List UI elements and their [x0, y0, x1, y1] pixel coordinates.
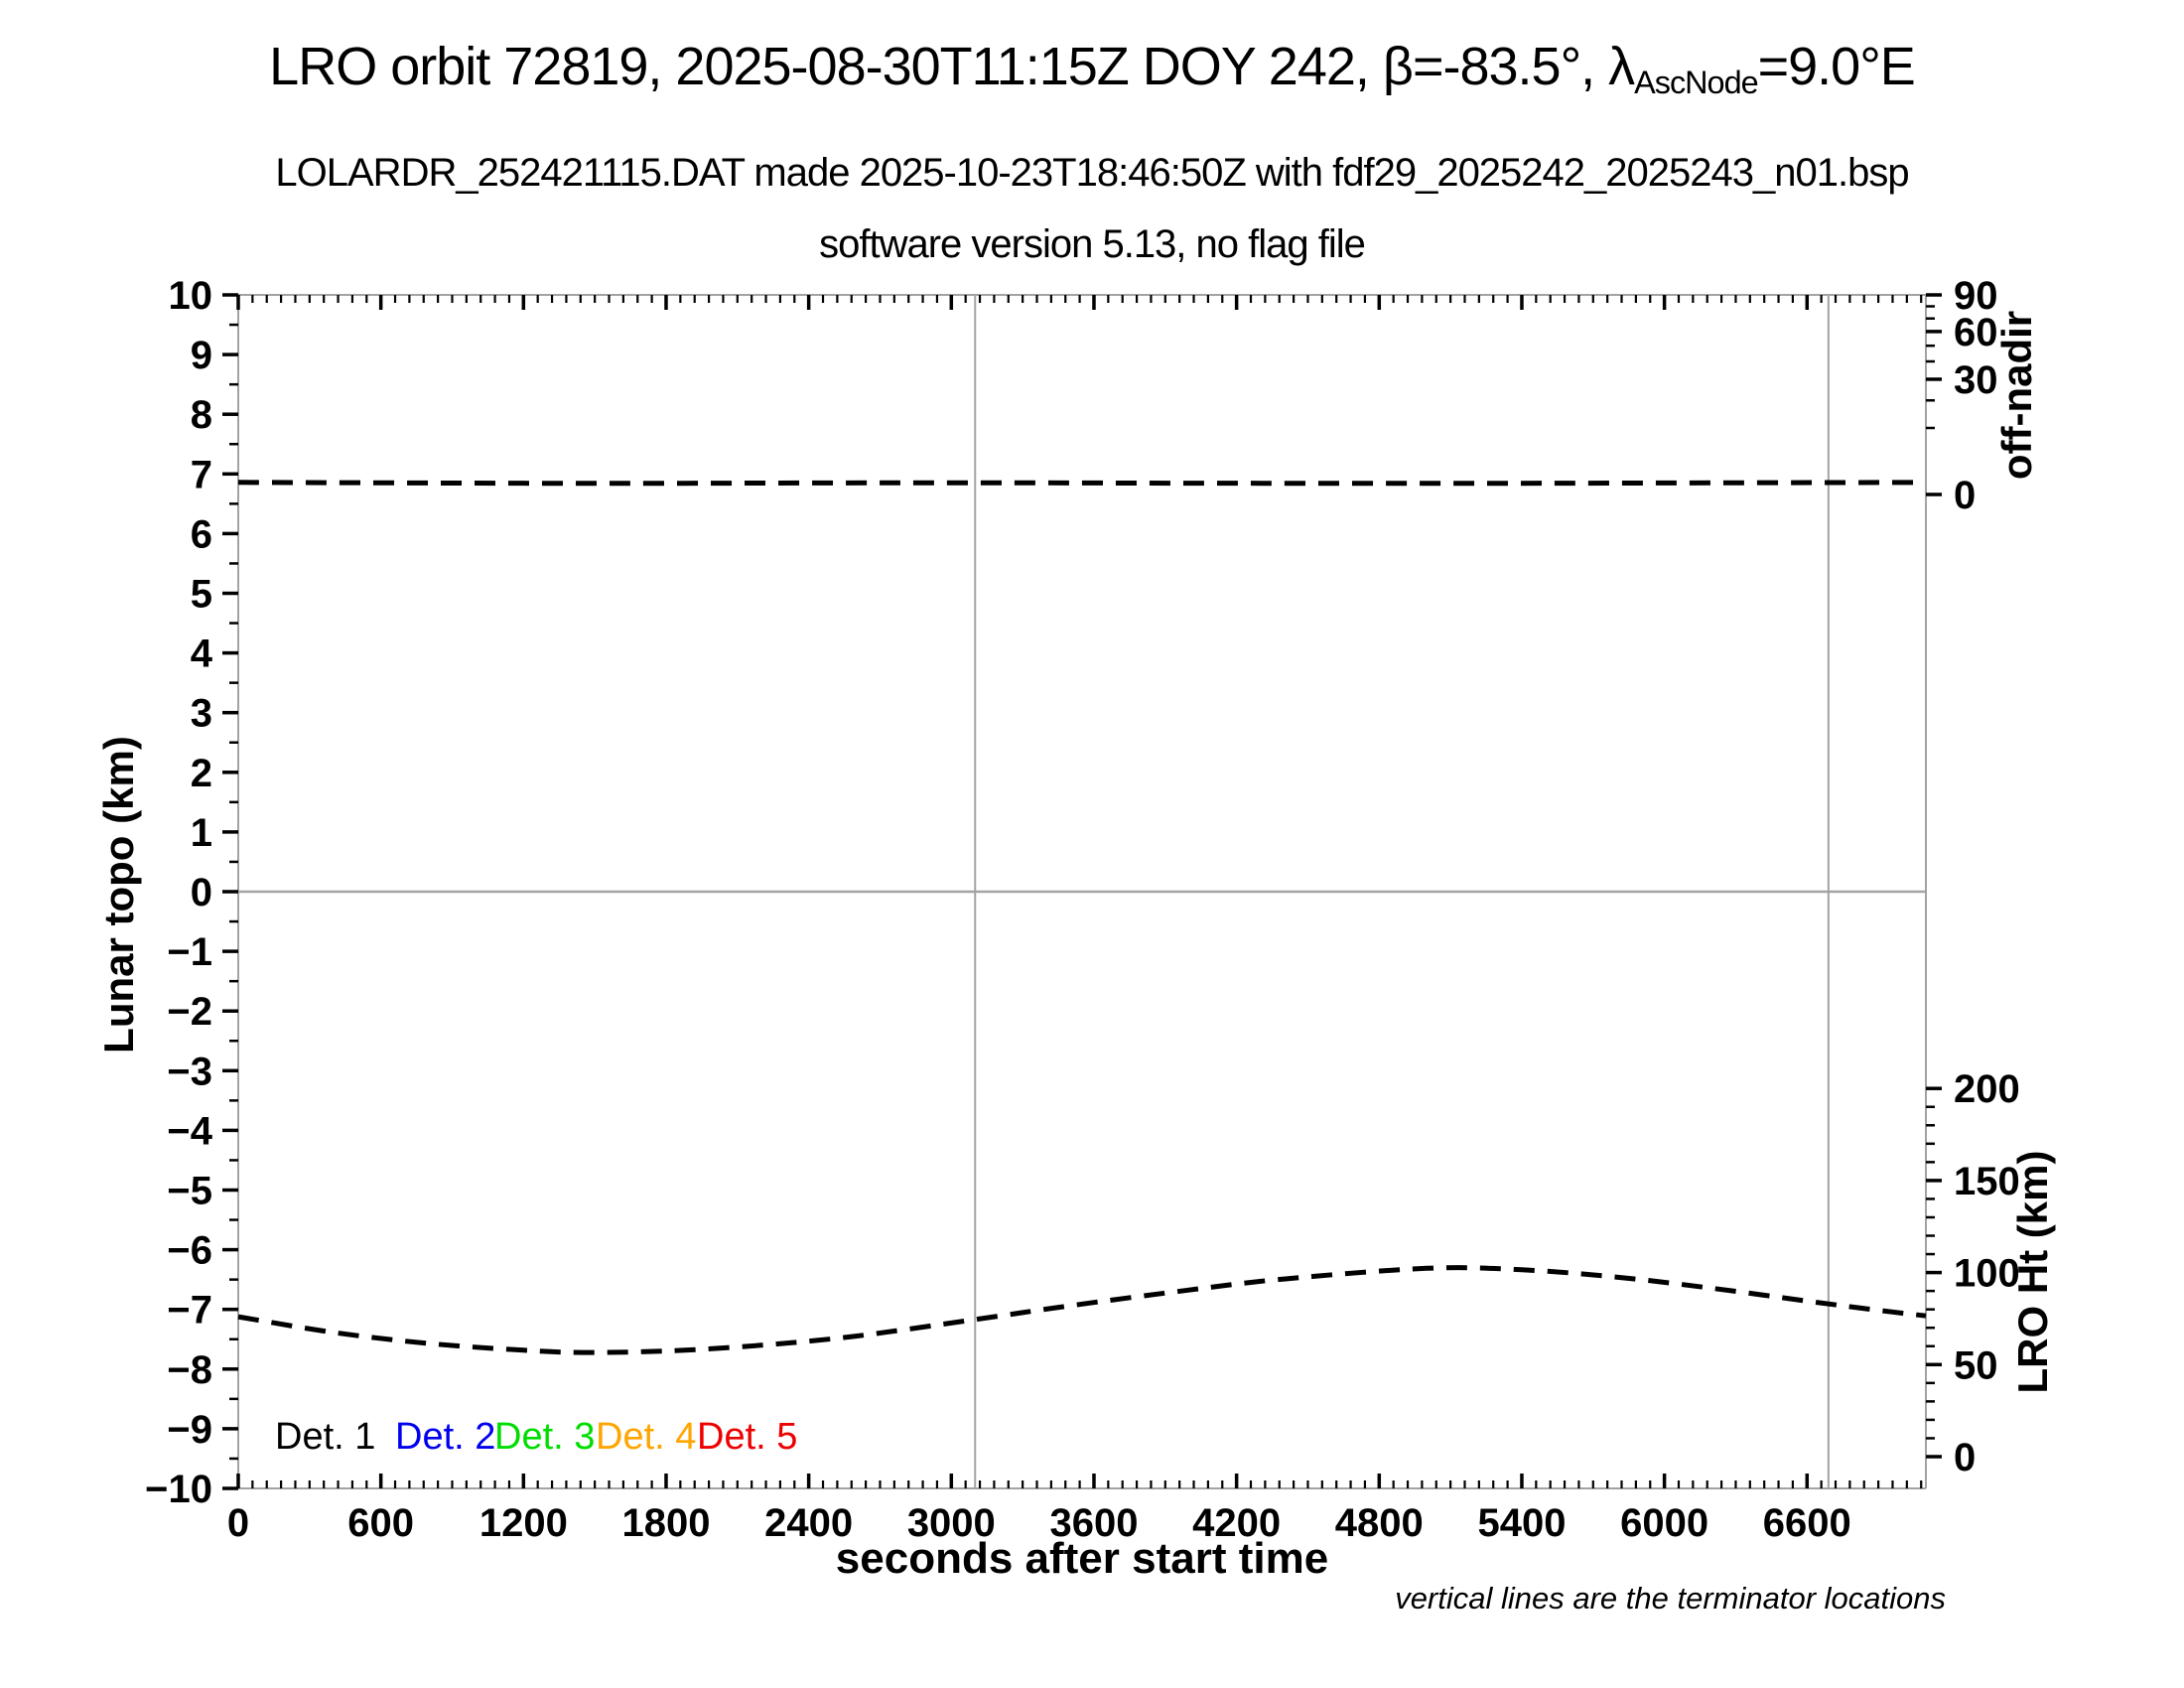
y-tick-label: 0 [191, 871, 212, 914]
legend-item-det4: Det. 4 [596, 1416, 697, 1458]
gridlines [238, 295, 1926, 1488]
x-tick-label: 2400 [764, 1501, 853, 1545]
y-tick-label: −6 [167, 1229, 212, 1273]
chart-subtitle-filename: LOLARDR_252421115.DAT made 2025-10-23T18… [275, 151, 1909, 195]
series-offnadir [237, 480, 1927, 487]
y-tick-label: 3 [191, 692, 212, 736]
offnadir-axis-title: off-nadir [1993, 310, 2040, 481]
chart-title-subscript: AscNode [1634, 65, 1758, 101]
lroht-tick-label: 100 [1954, 1252, 2020, 1296]
y-tick-label: 9 [191, 334, 212, 377]
y-tick-label: 6 [191, 512, 212, 556]
x-tick-label: 6600 [1763, 1501, 1851, 1545]
x-tick-label: 6000 [1620, 1501, 1708, 1545]
y-tick-label: −9 [167, 1408, 212, 1452]
x-tick-label: 3600 [1049, 1501, 1138, 1545]
x-tick-label: 1200 [479, 1501, 568, 1545]
left-axis-title: Lunar topo (km) [95, 736, 142, 1054]
chart-title: LRO orbit 72819, 2025-08-30T11:15Z DOY 2… [0, 36, 2184, 101]
offnadir-tick-label: 30 [1954, 358, 1998, 402]
legend-item-det5: Det. 5 [697, 1416, 798, 1458]
x-tick-label: 4800 [1335, 1501, 1424, 1545]
y-tick-label: 8 [191, 393, 212, 437]
y-tick-label: 2 [191, 752, 212, 795]
x-axis-title: seconds after start time [835, 1534, 1329, 1583]
data-series [237, 480, 1927, 1355]
y-tick-label: −8 [167, 1348, 212, 1392]
x-tick-label: 600 [347, 1501, 414, 1545]
legend-item-det2: Det. 2 [395, 1416, 496, 1458]
offnadir-tick-label: 90 [1954, 274, 1998, 318]
lroht-tick-label: 200 [1954, 1067, 2020, 1111]
chart-title-main: LRO orbit 72819, 2025-08-30T11:15Z DOY 2… [269, 37, 1635, 96]
y-tick-label: 1 [191, 811, 212, 855]
lroht-tick-label: 0 [1954, 1436, 1976, 1479]
x-tick-label: 5400 [1477, 1501, 1566, 1545]
chart-title-suffix: =9.0°E [1757, 37, 1916, 96]
x-tick-label: 4200 [1192, 1501, 1281, 1545]
y-tick-label: −1 [167, 930, 212, 974]
lroht-tick-label: 50 [1954, 1343, 1998, 1387]
y-tick-label: −7 [167, 1289, 212, 1333]
y-tick-label: −2 [167, 990, 212, 1034]
terminator-footnote: vertical lines are the terminator locati… [1395, 1581, 1946, 1616]
y-tick-label: −4 [167, 1109, 212, 1153]
lroht-axis-title: LRO Ht (km) [2009, 1150, 2056, 1394]
legend-item-det1: Det. 1 [275, 1416, 376, 1458]
x-axis: 0 600 1200 1800 2400 3000 3600 4200 4800 5400 6000… [227, 295, 1923, 1545]
x-tick-label: 1800 [621, 1501, 710, 1545]
lroht-tick-label: 150 [1954, 1160, 2020, 1203]
lroht-axis: 200 150 100 50 0 [1926, 1067, 2020, 1479]
y-tick-label: −10 [145, 1468, 212, 1511]
legend-item-det3: Det. 3 [494, 1416, 596, 1458]
offnadir-tick-label: 0 [1954, 474, 1976, 517]
y-tick-label: 10 [169, 274, 213, 318]
series-lro-height [237, 1265, 1927, 1355]
x-tick-label: 0 [227, 1501, 249, 1545]
y-tick-label: −5 [167, 1170, 212, 1213]
chart-subtitle-version: software version 5.13, no flag file [819, 222, 1366, 266]
y-tick-label: 4 [191, 633, 213, 676]
y-tick-label: 7 [191, 453, 212, 496]
y-tick-label: −3 [167, 1050, 212, 1093]
x-tick-label: 3000 [907, 1501, 996, 1545]
offnadir-tick-label: 60 [1954, 311, 1998, 354]
y-tick-label: 5 [191, 573, 212, 617]
